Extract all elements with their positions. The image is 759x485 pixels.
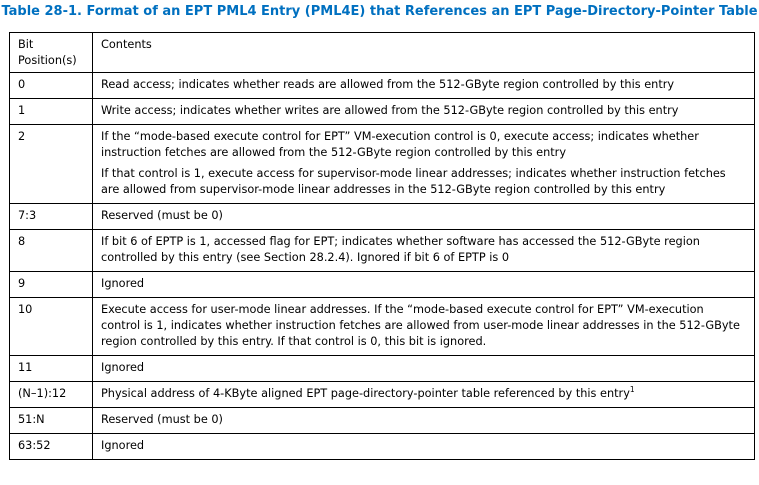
footnote-marker: 1 [629, 385, 635, 394]
contents-cell: Execute access for user-mode linear addr… [92, 297, 755, 356]
table-row: (N–1):12 Physical address of 4-KByte ali… [9, 381, 755, 408]
bit-cell: 8 [9, 229, 93, 272]
contents-text: Read access; indicates whether reads are… [101, 78, 675, 91]
contents-text: If bit 6 of EPTP is 1, accessed flag for… [101, 235, 700, 264]
table-row: 51:N Reserved (must be 0) [9, 407, 755, 434]
contents-text: Ignored [101, 439, 145, 452]
bit-cell: 51:N [9, 407, 93, 434]
table-row: 63:52 Ignored [9, 433, 755, 460]
bit-cell: 9 [9, 271, 93, 298]
contents-cell: Read access; indicates whether reads are… [92, 72, 755, 99]
table-row: 10 Execute access for user-mode linear a… [9, 297, 755, 356]
contents-cell: Reserved (must be 0) [92, 203, 755, 230]
table-row: 2 If the “mode-based execute control for… [9, 124, 755, 204]
bit-cell: 11 [9, 355, 93, 382]
table-row: 11 Ignored [9, 355, 755, 382]
contents-cell: Reserved (must be 0) [92, 407, 755, 434]
bit-cell: 10 [9, 297, 93, 356]
table-title: Table 28-1. Format of an EPT PML4 Entry … [1, 4, 758, 19]
table-row: 7:3 Reserved (must be 0) [9, 203, 755, 230]
bit-position-header: Bit Position(s) [9, 32, 93, 73]
table-row: 9 Ignored [9, 271, 755, 298]
bit-position-header-line2: Position(s) [18, 54, 77, 67]
contents-header: Contents [92, 32, 755, 73]
pml4e-format-table: Bit Position(s) Contents 0 Read access; … [9, 32, 755, 460]
contents-cell: Ignored [92, 355, 755, 382]
contents-cell: Ignored [92, 271, 755, 298]
table-row: 0 Read access; indicates whether reads a… [9, 72, 755, 99]
bit-cell: 63:52 [9, 433, 93, 460]
table-header-row: Bit Position(s) Contents [9, 32, 755, 73]
bit-position-header-line1: Bit [18, 38, 34, 51]
contents-text: Execute access for user-mode linear addr… [101, 303, 740, 348]
contents-cell: Write access; indicates whether writes a… [92, 98, 755, 125]
bit-cell: 1 [9, 98, 93, 125]
contents-text: Reserved (must be 0) [101, 209, 223, 222]
contents-cell: If the “mode-based execute control for E… [92, 124, 755, 204]
contents-text: If the “mode-based execute control for E… [101, 130, 699, 159]
bit-cell: 2 [9, 124, 93, 204]
contents-cell: Ignored [92, 433, 755, 460]
contents-text: Write access; indicates whether writes a… [101, 104, 679, 117]
contents-text: Ignored [101, 277, 145, 290]
contents-cell: If bit 6 of EPTP is 1, accessed flag for… [92, 229, 755, 272]
contents-text: If that control is 1, execute access for… [101, 167, 726, 196]
table-row: 1 Write access; indicates whether writes… [9, 98, 755, 125]
contents-text-body: Physical address of 4-KByte aligned EPT … [101, 387, 630, 400]
table-row: 8 If bit 6 of EPTP is 1, accessed flag f… [9, 229, 755, 272]
contents-text: Reserved (must be 0) [101, 413, 223, 426]
contents-text: Physical address of 4-KByte aligned EPT … [101, 386, 746, 402]
contents-cell: Physical address of 4-KByte aligned EPT … [92, 381, 755, 408]
contents-text: Ignored [101, 361, 145, 374]
bit-cell: 7:3 [9, 203, 93, 230]
bit-cell: 0 [9, 72, 93, 99]
bit-cell: (N–1):12 [9, 381, 93, 408]
